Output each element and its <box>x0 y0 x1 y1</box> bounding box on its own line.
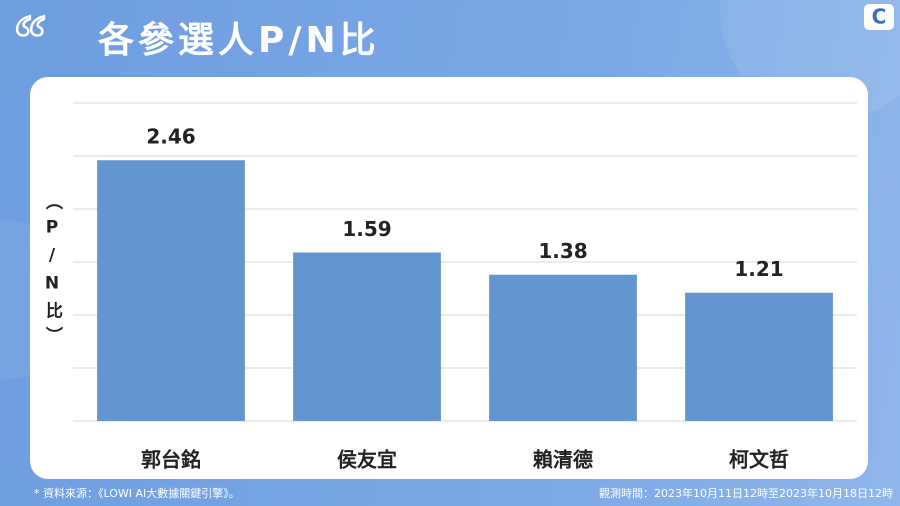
bar <box>685 292 833 421</box>
x-tick-label: 賴清德 <box>533 448 593 472</box>
value-label: 2.46 <box>146 125 195 149</box>
bar <box>97 160 245 422</box>
x-tick-label: 侯友宜 <box>337 448 397 472</box>
period-note: 觀測時間：2023年10月11日12時至2023年10月18日12時 <box>599 486 893 500</box>
bar <box>293 252 441 421</box>
bar <box>489 274 637 421</box>
quote-icon: “ <box>14 2 46 73</box>
source-note: * 資料來源：《LOWI AI大數據關鍵引擎》。 <box>34 486 240 500</box>
value-label: 1.59 <box>342 217 391 241</box>
value-label: 1.38 <box>538 239 587 263</box>
chart-title: 各參選人P/N比 <box>98 20 380 61</box>
logo <box>864 4 894 30</box>
x-tick-label: 柯文哲 <box>729 448 789 472</box>
logo-letter: C <box>872 5 887 29</box>
x-tick-label: 郭台銘 <box>141 448 201 472</box>
value-label: 1.21 <box>734 257 783 281</box>
y-axis-label: （P/N比） <box>42 193 63 352</box>
